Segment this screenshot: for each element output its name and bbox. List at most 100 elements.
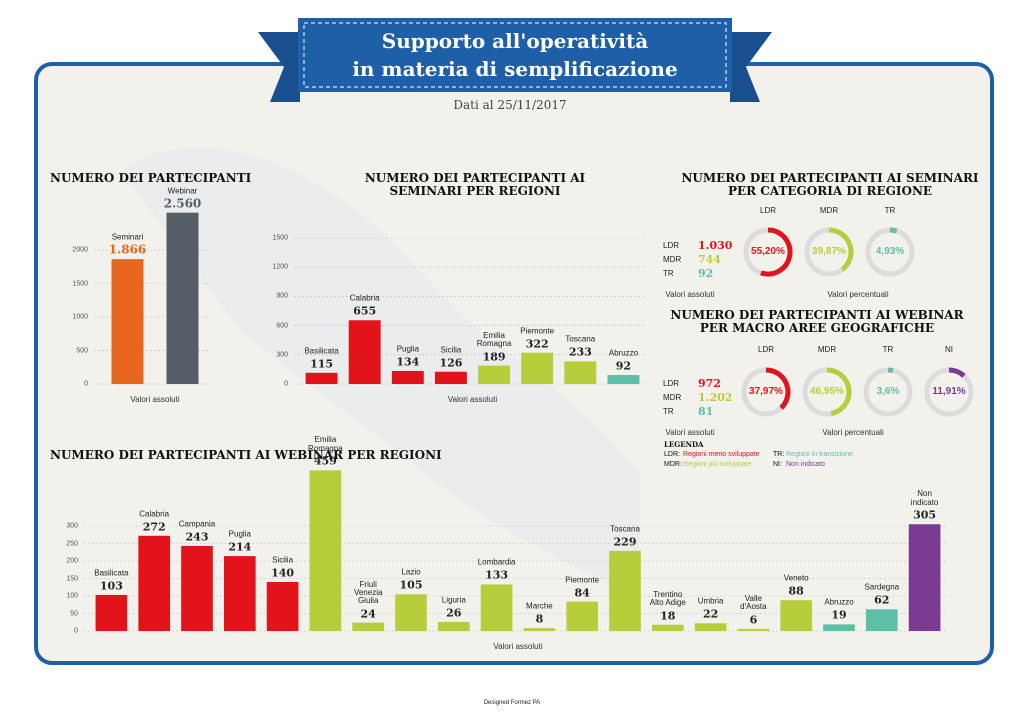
legend-label: Regioni in transizione (786, 451, 853, 458)
bar (111, 259, 144, 384)
donut-arc (948, 367, 966, 378)
category-label: Seminari (111, 232, 144, 242)
value-label: 126 (439, 356, 463, 370)
category-label: Valle d'Aosta (740, 594, 767, 612)
value-label: 134 (396, 355, 420, 369)
legend-key: LDR: (664, 451, 680, 458)
abs-value: 1.030 (698, 239, 733, 253)
title-line: Supporto all'operatività (381, 29, 649, 53)
value-label: 140 (271, 566, 295, 580)
legend-title: LEGENDA (664, 440, 704, 449)
percent-label: 4,93% (875, 245, 905, 257)
value-label: 1.866 (108, 242, 147, 257)
category-label: Trentino Alto Adige (649, 589, 686, 608)
abs-category: MDR (663, 392, 682, 402)
series-name: Valori assoluti (665, 289, 715, 299)
y-tick-label: 0 (84, 380, 88, 388)
donut-category: MDR (817, 344, 837, 354)
category-label: Umbria (697, 596, 724, 606)
y-tick-label: 500 (76, 346, 88, 354)
donut-arc (765, 367, 791, 410)
category-label: Sicilia (440, 345, 462, 355)
bar (823, 624, 855, 631)
category-label: Piemonte (520, 326, 555, 336)
category-label: Webinar (167, 186, 198, 196)
y-tick-label: 1000 (72, 313, 88, 321)
category-label: Liguria (441, 595, 466, 605)
bar (352, 622, 385, 631)
category-label: Calabria (349, 293, 380, 303)
title-line: in materia di semplificazione (352, 57, 678, 81)
chart-title: NUMERO DEI PARTECIPANTI (50, 171, 252, 185)
bar (737, 628, 770, 631)
category-label: Toscana (610, 524, 640, 534)
legend-key: NI: (773, 461, 782, 468)
bar (564, 361, 597, 384)
bar (478, 365, 511, 384)
value-label: 243 (185, 530, 209, 544)
category-label: Calabria (139, 509, 170, 519)
abs-category: MDR (663, 254, 682, 264)
legend-label: Regioni più sviluppate (683, 461, 752, 468)
category-label: Marche (526, 601, 553, 611)
bar (908, 524, 941, 631)
value-label: 103 (99, 579, 123, 593)
category-label: Friuli Venezia Giulia (353, 579, 383, 606)
percent-label: 46,95% (810, 385, 844, 397)
category-label: Basilicata (304, 346, 339, 356)
donut-category: LDR (757, 344, 775, 354)
abs-value: 81 (698, 405, 714, 419)
category-label: Puglia (396, 344, 419, 354)
bar (566, 601, 599, 631)
legend-label: Non indicato (786, 461, 825, 468)
donut-arc (828, 227, 854, 272)
y-tick-label: 1500 (72, 279, 88, 287)
bar (95, 594, 128, 631)
y-tick-label: 900 (276, 292, 288, 300)
bar (305, 372, 338, 384)
y-tick-label: 200 (66, 557, 78, 565)
percent-label: 3,6% (876, 385, 900, 397)
value-label: 26 (446, 606, 462, 620)
y-tick-label: 150 (66, 574, 78, 582)
bar (181, 545, 213, 631)
value-label: 92 (615, 359, 632, 373)
bar (348, 320, 381, 384)
chart-title: NUMERO DEI PARTECIPANTI AI WEBINAR PER M… (670, 308, 964, 335)
legend-label: Regioni meno sviluppate (683, 451, 760, 458)
value-label: 133 (485, 568, 509, 582)
abs-category: TR (663, 268, 674, 278)
category-label: Piemonte (565, 575, 600, 585)
value-label: 233 (568, 345, 592, 359)
y-tick-label: 300 (66, 522, 78, 530)
donut-arc (889, 227, 898, 234)
x-axis-label: Valori assoluti (130, 394, 180, 404)
bar (166, 212, 199, 384)
y-tick-label: 50 (70, 609, 78, 617)
ribbon-left (258, 32, 300, 102)
legend-key: TR: (773, 451, 785, 458)
legend-key: MDR: (664, 461, 682, 468)
category-label: Non indicato (910, 489, 939, 507)
y-tick-label: 2000 (72, 246, 88, 254)
ribbon-right (730, 32, 772, 102)
donut-arc (826, 367, 852, 417)
abs-category: TR (663, 406, 674, 416)
y-tick-label: 1500 (272, 234, 288, 242)
category-label: Lombardia (477, 558, 516, 568)
bar (523, 628, 556, 631)
bar (609, 550, 641, 631)
category-label: Emilia Romagna (476, 330, 512, 349)
bar (309, 470, 342, 631)
y-tick-label: 100 (66, 592, 78, 600)
category-label: Sardegna (864, 582, 900, 592)
bar (434, 371, 467, 384)
y-tick-label: 0 (74, 627, 78, 635)
value-label: 19 (831, 608, 847, 622)
category-label: Lazio (401, 567, 421, 577)
banner (298, 18, 732, 92)
category-label: Basilicata (94, 568, 129, 578)
percent-label: 55,20% (751, 245, 785, 257)
